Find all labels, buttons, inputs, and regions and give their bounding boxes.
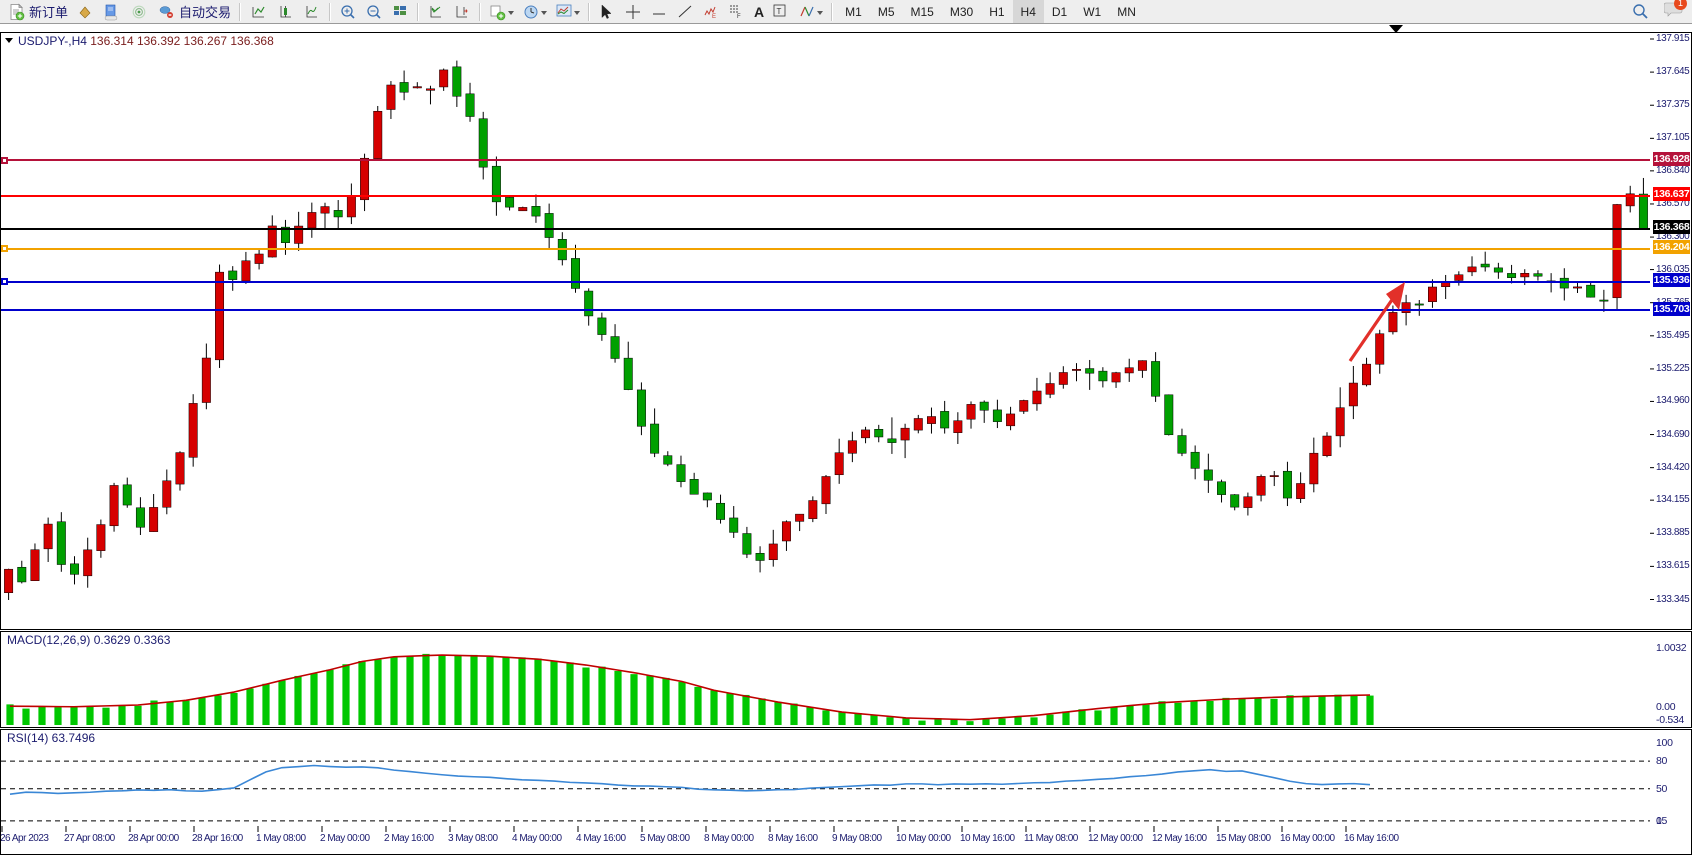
- svg-text:T: T: [777, 7, 782, 16]
- svg-text:E: E: [712, 14, 716, 20]
- svg-text:F: F: [737, 14, 741, 20]
